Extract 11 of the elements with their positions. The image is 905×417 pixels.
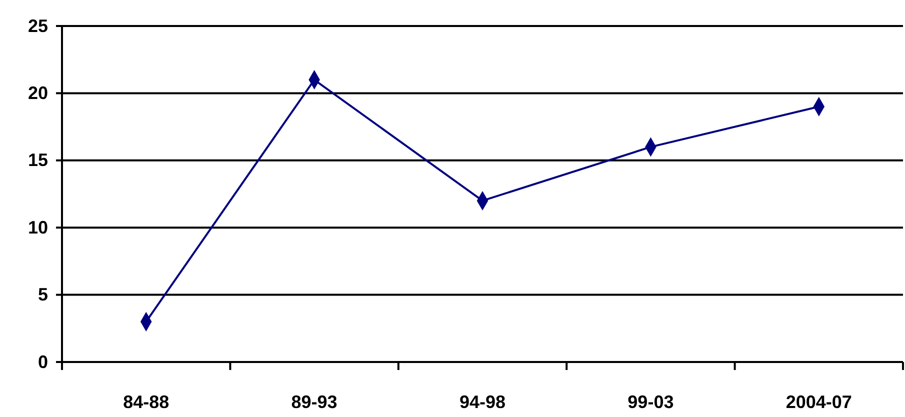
y-tick-label: 0 <box>38 352 48 372</box>
x-tick-label: 99-03 <box>628 392 674 412</box>
x-tick-label: 89-93 <box>291 392 338 412</box>
y-tick-label: 5 <box>38 284 48 305</box>
x-tick-label: 84-88 <box>123 392 170 412</box>
x-tick-label: 94-98 <box>459 392 506 412</box>
y-tick-label: 15 <box>28 150 48 170</box>
y-tick-label: 25 <box>28 16 48 36</box>
x-tick-label: 2004-07 <box>786 392 852 412</box>
y-tick-label: 20 <box>28 82 48 103</box>
y-tick-label: 10 <box>28 217 48 238</box>
